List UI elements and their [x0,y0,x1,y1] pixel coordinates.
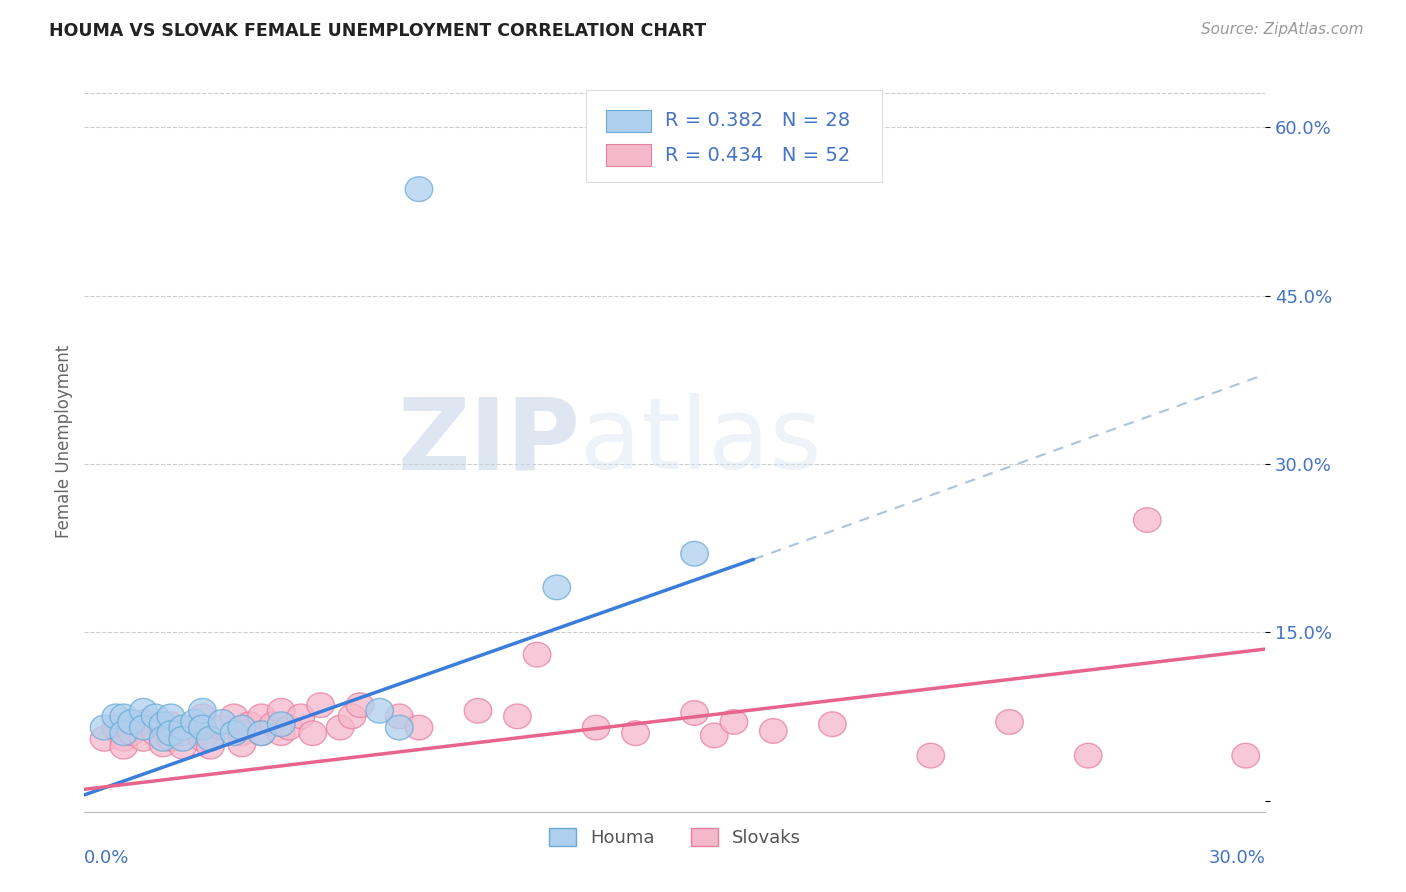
Ellipse shape [129,715,157,740]
Ellipse shape [157,712,184,737]
Ellipse shape [385,704,413,729]
Ellipse shape [142,721,169,746]
Ellipse shape [346,693,374,717]
Ellipse shape [181,715,208,740]
Ellipse shape [582,715,610,740]
Ellipse shape [247,704,276,729]
Ellipse shape [110,721,138,746]
Ellipse shape [169,721,197,746]
Ellipse shape [142,704,169,729]
Ellipse shape [118,721,145,746]
Ellipse shape [464,698,492,723]
Ellipse shape [267,712,295,737]
Ellipse shape [149,712,177,737]
Ellipse shape [118,710,145,734]
Ellipse shape [157,704,184,729]
Ellipse shape [103,715,129,740]
Ellipse shape [720,710,748,734]
Legend: Houma, Slovaks: Houma, Slovaks [541,821,808,855]
Ellipse shape [818,712,846,737]
Ellipse shape [188,698,217,723]
Ellipse shape [995,710,1024,734]
Ellipse shape [405,177,433,202]
Ellipse shape [366,698,394,723]
Ellipse shape [1232,743,1260,768]
Ellipse shape [236,712,263,737]
Ellipse shape [90,726,118,751]
Ellipse shape [228,721,256,746]
Ellipse shape [149,732,177,756]
Ellipse shape [221,721,247,746]
Ellipse shape [339,704,366,729]
Text: 30.0%: 30.0% [1209,849,1265,867]
Ellipse shape [90,715,118,740]
FancyBboxPatch shape [606,110,651,132]
Text: ZIP: ZIP [398,393,581,490]
Ellipse shape [169,726,197,751]
Ellipse shape [681,701,709,725]
FancyBboxPatch shape [586,90,882,183]
Ellipse shape [681,541,709,566]
Ellipse shape [759,719,787,743]
Ellipse shape [267,698,295,723]
Ellipse shape [129,726,157,751]
Ellipse shape [621,721,650,746]
Y-axis label: Female Unemployment: Female Unemployment [55,345,73,538]
Ellipse shape [188,715,217,740]
Text: HOUMA VS SLOVAK FEMALE UNEMPLOYMENT CORRELATION CHART: HOUMA VS SLOVAK FEMALE UNEMPLOYMENT CORR… [49,22,706,40]
Ellipse shape [221,704,247,729]
Ellipse shape [503,704,531,729]
Text: Source: ZipAtlas.com: Source: ZipAtlas.com [1201,22,1364,37]
Ellipse shape [700,723,728,747]
Text: atlas: atlas [581,393,823,490]
Text: R = 0.382   N = 28: R = 0.382 N = 28 [665,112,851,130]
Ellipse shape [188,704,217,729]
Ellipse shape [110,704,138,729]
Ellipse shape [405,715,433,740]
Ellipse shape [197,734,224,759]
Ellipse shape [228,732,256,756]
Ellipse shape [1074,743,1102,768]
Ellipse shape [299,721,326,746]
Ellipse shape [208,710,236,734]
Text: 0.0%: 0.0% [84,849,129,867]
Ellipse shape [260,712,287,737]
Ellipse shape [110,734,138,759]
Ellipse shape [208,715,236,740]
Ellipse shape [543,575,571,599]
Ellipse shape [149,726,177,751]
Ellipse shape [169,715,197,740]
Ellipse shape [181,710,208,734]
Ellipse shape [287,704,315,729]
Ellipse shape [169,734,197,759]
Ellipse shape [385,715,413,740]
Ellipse shape [326,715,354,740]
Ellipse shape [307,693,335,717]
Ellipse shape [188,726,217,751]
Ellipse shape [197,726,224,751]
Ellipse shape [103,704,129,729]
Ellipse shape [247,721,276,746]
Ellipse shape [267,721,295,746]
Ellipse shape [523,642,551,667]
Ellipse shape [228,715,256,740]
Ellipse shape [129,710,157,734]
Ellipse shape [247,721,276,746]
FancyBboxPatch shape [606,144,651,166]
Ellipse shape [110,726,138,751]
Ellipse shape [1133,508,1161,533]
Ellipse shape [149,715,177,740]
Ellipse shape [129,698,157,723]
Ellipse shape [276,715,302,740]
Text: R = 0.434   N = 52: R = 0.434 N = 52 [665,145,851,164]
Ellipse shape [917,743,945,768]
Ellipse shape [157,726,184,751]
Ellipse shape [157,721,184,746]
